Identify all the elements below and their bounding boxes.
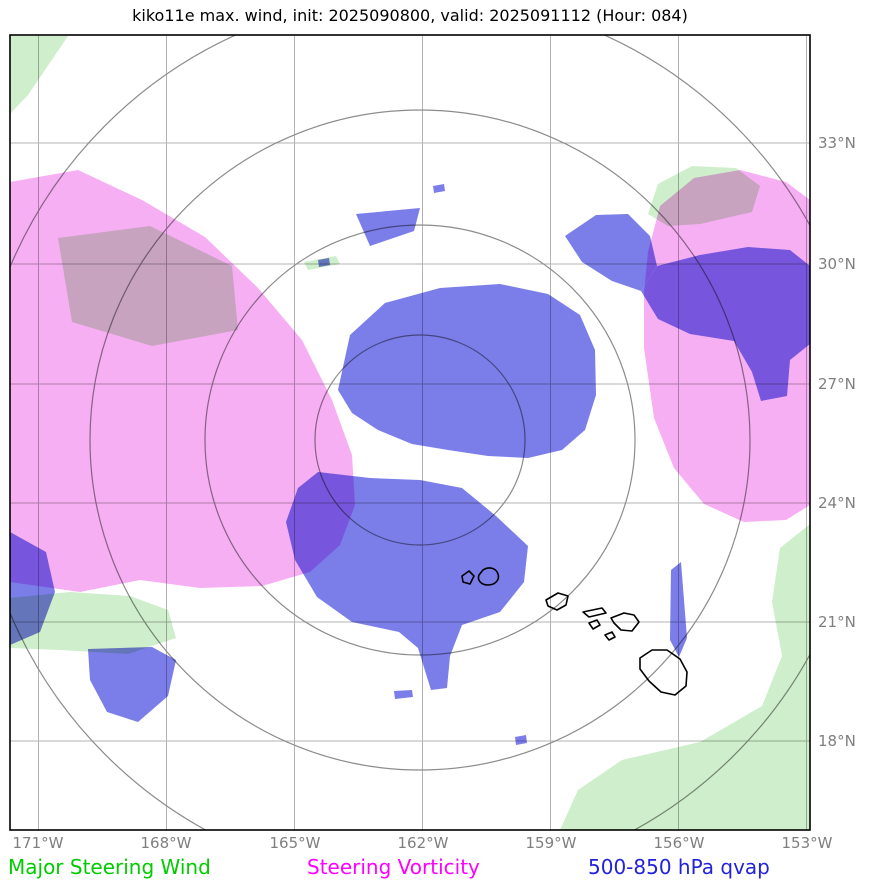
plot-border	[9, 34, 811, 831]
legend-steering-vorticity: Steering Vorticity	[307, 855, 480, 879]
lon-tick-label: 162°W	[397, 834, 449, 852]
lat-tick-label: 24°N	[818, 494, 856, 512]
qvap-region	[10, 184, 810, 745]
lat-tick-label: 21°N	[818, 613, 856, 631]
lon-tick-label: 156°W	[653, 834, 705, 852]
lon-tick-label: 168°W	[140, 834, 192, 852]
lat-tick-label: 18°N	[818, 732, 856, 750]
legend-qvap: 500-850 hPa qvap	[588, 855, 770, 879]
lon-tick-label: 165°W	[269, 834, 321, 852]
lat-tick-label: 27°N	[818, 375, 856, 393]
hawaii-coastline	[461, 567, 688, 696]
page-title: kiko11e max. wind, init: 2025090800, val…	[132, 6, 688, 25]
lat-tick-label: 33°N	[818, 134, 856, 152]
lon-tick-label: 153°W	[781, 834, 833, 852]
lon-tick-label: 159°W	[525, 834, 577, 852]
lat-tick-label: 30°N	[818, 255, 856, 273]
legend-steering-wind: Major Steering Wind	[8, 855, 211, 879]
lon-tick-label: 171°W	[12, 834, 64, 852]
